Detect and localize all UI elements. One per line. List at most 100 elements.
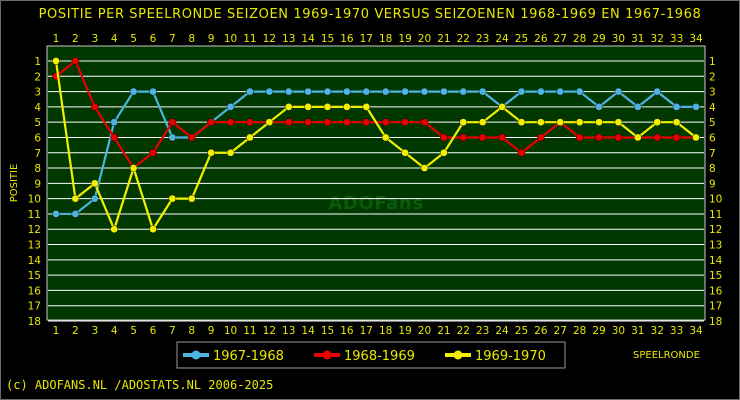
y-tick-label-left: 10 xyxy=(28,194,41,206)
data-point xyxy=(71,57,80,65)
data-point xyxy=(246,87,254,96)
data-point xyxy=(71,194,80,203)
x-tick-label-bottom: 2 xyxy=(72,325,79,337)
y-tick-label-left: 17 xyxy=(28,301,41,313)
legend-item: 1969-1970 xyxy=(445,349,546,364)
x-tick-label-bottom: 8 xyxy=(188,325,195,337)
data-point xyxy=(343,87,351,96)
y-tick-label-right: 2 xyxy=(709,71,716,83)
data-point xyxy=(498,133,506,142)
chart-title: POSITIE PER SPEELRONDE SEIZOEN 1969-1970… xyxy=(39,7,702,22)
data-point xyxy=(304,103,312,111)
data-point xyxy=(90,194,99,203)
data-point xyxy=(459,118,468,126)
data-point xyxy=(187,194,196,203)
x-tick-label-bottom: 19 xyxy=(398,325,411,337)
x-tick-label-top: 27 xyxy=(554,33,567,45)
y-tick-label-right: 17 xyxy=(709,301,722,313)
data-point xyxy=(672,103,681,111)
x-tick-label-bottom: 10 xyxy=(224,325,237,337)
data-point xyxy=(692,133,700,142)
data-point xyxy=(381,133,390,142)
legend-item: 1968-1969 xyxy=(314,349,415,364)
y-tick-label-left: 5 xyxy=(34,117,41,129)
data-point xyxy=(149,225,157,234)
x-tick-label-top: 33 xyxy=(670,33,683,45)
x-tick-label-bottom: 32 xyxy=(651,325,664,337)
data-point xyxy=(362,118,371,126)
x-tick-label-bottom: 14 xyxy=(301,325,315,337)
x-tick-label-top: 12 xyxy=(263,33,276,45)
y-tick-label-right: 9 xyxy=(709,178,716,190)
x-tick-label-bottom: 21 xyxy=(437,325,450,337)
x-tick-label-top: 13 xyxy=(282,33,295,45)
y-tick-label-left: 2 xyxy=(34,71,41,83)
y-tick-label-left: 7 xyxy=(34,148,41,160)
data-point xyxy=(168,194,177,203)
data-point xyxy=(575,118,584,126)
data-point xyxy=(575,87,584,96)
x-tick-label-top: 23 xyxy=(476,33,489,45)
data-point xyxy=(634,103,642,111)
y-tick-label-right: 3 xyxy=(709,87,716,99)
y-tick-label-left: 1 xyxy=(34,56,41,68)
x-tick-label-bottom: 7 xyxy=(169,325,176,337)
data-point xyxy=(595,133,603,142)
data-point xyxy=(381,118,390,126)
x-tick-label-top: 20 xyxy=(418,33,431,45)
data-point xyxy=(323,103,332,111)
legend-swatch-marker xyxy=(191,350,201,360)
x-tick-label-top: 22 xyxy=(457,33,470,45)
y-tick-label-right: 5 xyxy=(709,117,716,129)
x-tick-label-top: 1 xyxy=(53,33,60,45)
data-point xyxy=(187,133,196,142)
series-group xyxy=(52,57,700,234)
data-point xyxy=(634,133,642,142)
y-tick-label-left: 16 xyxy=(28,285,42,297)
data-point xyxy=(323,118,332,126)
data-point xyxy=(284,103,293,111)
data-point xyxy=(672,133,681,142)
data-point xyxy=(168,118,177,126)
data-point xyxy=(401,148,409,157)
data-point xyxy=(459,87,468,96)
data-point xyxy=(207,148,215,157)
x-tick-label-top: 15 xyxy=(321,33,334,45)
x-tick-label-bottom: 24 xyxy=(495,325,509,337)
y-tick-label-right: 15 xyxy=(709,270,722,282)
y-tick-label-right: 12 xyxy=(709,224,722,236)
y-tick-label-right: 8 xyxy=(709,163,716,175)
data-point xyxy=(110,225,118,234)
x-tick-label-bottom: 9 xyxy=(208,325,215,337)
data-point xyxy=(149,148,157,157)
data-point xyxy=(129,87,138,96)
data-point xyxy=(304,87,312,96)
data-point xyxy=(537,133,545,142)
x-tick-label-top: 10 xyxy=(224,33,237,45)
y-tick-label-left: 12 xyxy=(28,224,41,236)
x-tick-label-bottom: 18 xyxy=(379,325,392,337)
y-tick-label-right: 14 xyxy=(709,255,723,267)
data-point xyxy=(226,148,235,157)
data-point xyxy=(110,133,118,142)
x-tick-label-bottom: 13 xyxy=(282,325,295,337)
y-tick-label-right: 1 xyxy=(709,56,716,68)
x-tick-label-bottom: 28 xyxy=(573,325,586,337)
x-tick-label-bottom: 11 xyxy=(243,325,256,337)
x-tick-label-bottom: 30 xyxy=(612,325,625,337)
x-tick-label-top: 28 xyxy=(573,33,586,45)
x-axis-label: SPEELRONDE xyxy=(633,350,700,361)
y-tick-label-left: 8 xyxy=(34,163,41,175)
y-tick-label-right: 10 xyxy=(709,194,722,206)
x-tick-label-top: 16 xyxy=(340,33,354,45)
data-point xyxy=(343,118,351,126)
y-tick-label-left: 3 xyxy=(34,87,41,99)
data-point xyxy=(149,87,157,96)
x-tick-label-bottom: 34 xyxy=(689,325,703,337)
data-point xyxy=(653,87,662,96)
data-point xyxy=(110,118,118,126)
y-tick-label-right: 4 xyxy=(709,102,716,114)
data-point xyxy=(440,133,448,142)
